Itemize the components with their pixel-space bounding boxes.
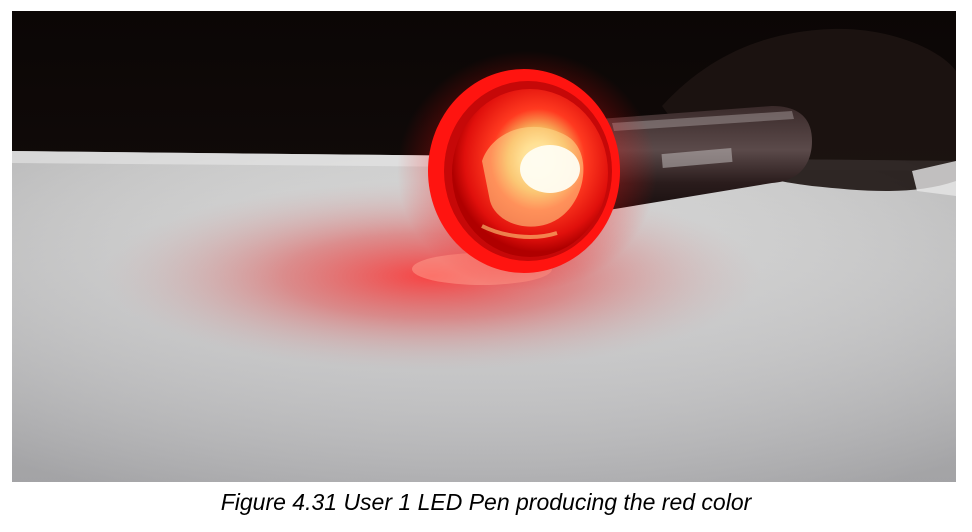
figure-caption: Figure 4.31 User 1 LED Pen producing the…: [220, 489, 752, 515]
figure-photo: [12, 11, 956, 482]
led-pen-photo: [12, 11, 956, 482]
led-core: [520, 145, 580, 193]
